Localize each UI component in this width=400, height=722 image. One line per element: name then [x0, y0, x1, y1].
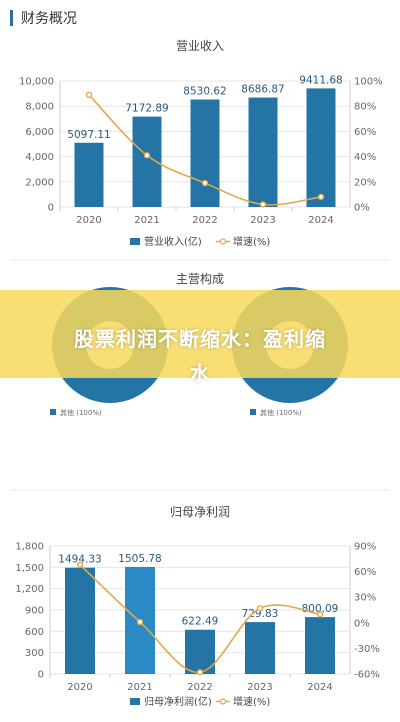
- bar: [305, 617, 335, 674]
- y2-tick-label: 60%: [354, 567, 376, 578]
- bar: [74, 142, 104, 207]
- legend-swatch-right: [250, 409, 256, 415]
- y-tick-label: 2,000: [25, 177, 54, 188]
- growth-point: [143, 152, 151, 159]
- bar: [190, 99, 220, 207]
- legend-swatch-bar: [130, 238, 140, 245]
- bar: [245, 622, 275, 674]
- x-tick-label: 2020: [67, 682, 92, 693]
- x-tick-label: 2021: [134, 215, 159, 226]
- growth-line: [88, 94, 322, 206]
- growth-point: [259, 201, 267, 208]
- banner-line-2: 水: [189, 361, 211, 385]
- x-tick-label: 2020: [76, 215, 101, 226]
- y-tick-label: 1,200: [15, 584, 44, 595]
- growth-point: [317, 193, 325, 201]
- x-tick-label: 2021: [127, 682, 152, 693]
- overlay-banner: [0, 290, 400, 378]
- chart-title-revenue: 营业收入: [176, 39, 224, 53]
- legend-marker-line: [219, 238, 227, 245]
- y-tick-label: 0: [48, 203, 54, 214]
- growth-point: [85, 91, 93, 99]
- y2-tick-label: -60%: [354, 670, 380, 681]
- data-label: 5097.11: [67, 129, 110, 141]
- data-label: 622.49: [182, 616, 219, 628]
- y-tick-label: 0: [38, 670, 44, 681]
- y-tick-label: 300: [25, 648, 44, 659]
- bar: [65, 567, 95, 674]
- growth-point: [76, 561, 84, 568]
- net-profit-chart: 0 300 600 900 1,200 1,500 1,800 -60% -30% 0% 30% 60…: [15, 542, 379, 709]
- growth-point: [256, 605, 264, 612]
- data-label: 8530.62: [183, 86, 226, 98]
- revenue-chart: 0 2,000 4,000 6,000 8,000 10,000 0% 20% 40% 60% 80…: [19, 74, 383, 248]
- y-tick-label: 8,000: [25, 102, 54, 113]
- banner-text: 股票利润不断缩水：盈利缩 水: [0, 322, 400, 390]
- chart-title-net-profit: 归母净利润: [170, 505, 230, 519]
- x-tick-label: 2022: [192, 215, 217, 226]
- legend-label-line: 增速(%): [233, 695, 270, 708]
- legend-label-bar: 归母净利润(亿): [144, 695, 212, 708]
- legend-label-left: 其他 (100%): [60, 408, 102, 417]
- y-tick-label: 6,000: [25, 127, 54, 138]
- legend-swatch-bar: [130, 698, 140, 705]
- bar: [306, 88, 336, 207]
- data-label: 9411.68: [299, 74, 342, 86]
- legend-marker-line: [219, 698, 227, 705]
- growth-point: [316, 611, 324, 618]
- y2-tick-label: 30%: [354, 593, 376, 604]
- x-tick-label: 2023: [250, 215, 275, 226]
- section-title: 财务概况: [21, 11, 77, 27]
- y2-tick-label: 40%: [354, 152, 376, 163]
- section-header: 财务概况: [10, 8, 77, 28]
- data-label: 8686.87: [241, 84, 284, 96]
- chart-title-composition: 主营构成: [176, 271, 224, 286]
- y-tick-label: 4,000: [25, 152, 54, 163]
- growth-point: [196, 669, 204, 676]
- y2-tick-label: -30%: [354, 644, 380, 655]
- y-tick-label: 900: [25, 606, 44, 617]
- growth-point: [136, 618, 144, 626]
- data-label: 7172.89: [125, 103, 168, 115]
- y2-tick-label: 0%: [354, 618, 370, 629]
- x-tick-label: 2023: [247, 682, 272, 693]
- y2-tick-label: 0%: [354, 203, 370, 214]
- y2-tick-label: 60%: [354, 127, 376, 138]
- bar: [248, 97, 278, 207]
- y2-tick-label: 90%: [354, 542, 376, 553]
- legend-label-bar: 营业收入(亿): [144, 235, 202, 248]
- data-label: 1505.78: [118, 553, 161, 565]
- legend-swatch-left: [50, 409, 56, 415]
- legend-label-line: 增速(%): [233, 235, 270, 248]
- x-tick-label: 2022: [187, 682, 212, 693]
- y-tick-label: 600: [25, 627, 44, 638]
- growth-point: [201, 179, 209, 187]
- y-tick-label: 1,500: [15, 563, 44, 574]
- y2-tick-label: 20%: [354, 177, 376, 188]
- data-label: 729.83: [242, 608, 279, 620]
- x-tick-label: 2024: [307, 682, 332, 693]
- y2-tick-label: 100%: [354, 77, 383, 88]
- y-tick-label: 1,800: [15, 542, 44, 553]
- y-tick-label: 10,000: [19, 77, 54, 88]
- banner-line-1: 股票利润不断缩水：盈利缩: [74, 327, 326, 351]
- y2-tick-label: 80%: [354, 102, 376, 113]
- legend-label-right: 其他 (100%): [260, 408, 302, 417]
- x-tick-label: 2024: [308, 215, 333, 226]
- accent-bar: [10, 10, 13, 26]
- data-label: 1494.33: [58, 554, 101, 566]
